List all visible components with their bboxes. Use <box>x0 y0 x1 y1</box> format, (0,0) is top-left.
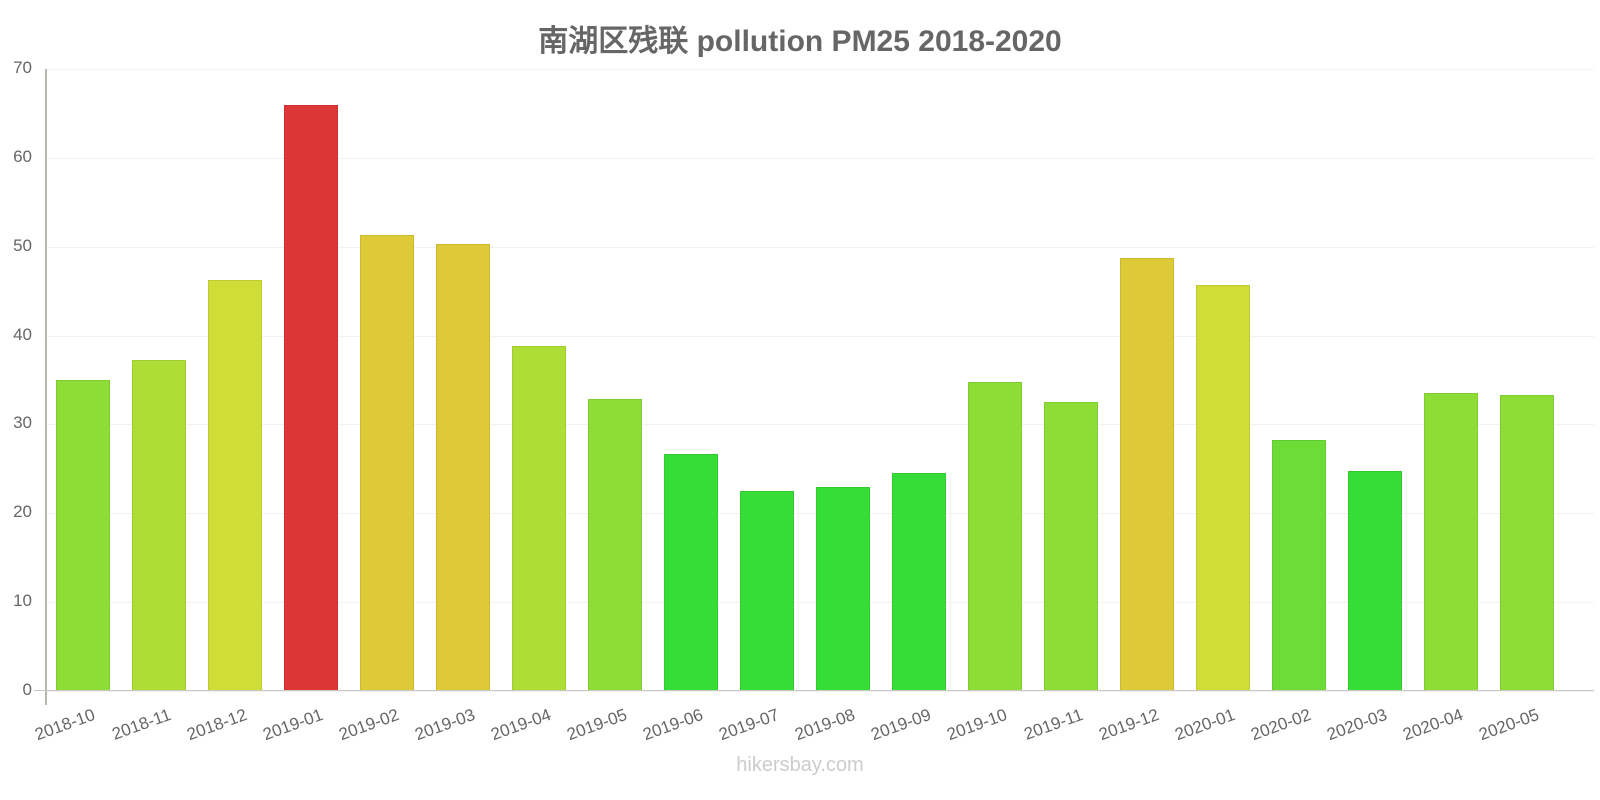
gridline <box>46 157 1594 159</box>
bar-2019-06[interactable] <box>664 453 718 691</box>
gridline <box>46 335 1594 337</box>
bar-2019-12[interactable] <box>1120 258 1174 691</box>
y-axis-line <box>45 69 47 705</box>
bar-2019-10[interactable] <box>968 381 1022 691</box>
bar-2020-04[interactable] <box>1424 393 1478 691</box>
y-tick-label: 20 <box>13 502 32 522</box>
y-tick-label: 40 <box>13 324 32 344</box>
bar-2020-01[interactable] <box>1196 284 1250 691</box>
bar-2019-11[interactable] <box>1044 402 1098 691</box>
y-tick-label: 0 <box>22 680 32 699</box>
bar-2019-03[interactable] <box>436 244 490 691</box>
bar-2019-01[interactable] <box>284 105 338 691</box>
chart-title: 南湖区残联 pollution PM25 2018-2020 <box>538 25 1062 58</box>
y-tick-label: 10 <box>13 591 32 611</box>
y-tick-label: 30 <box>13 413 32 433</box>
bar-2020-02[interactable] <box>1272 440 1326 691</box>
x-axis-line <box>34 690 1594 691</box>
bar-2019-08[interactable] <box>816 486 870 691</box>
y-tick-label: 50 <box>13 235 32 255</box>
gridline <box>46 691 1594 692</box>
watermark: hikersbay.com <box>736 754 864 776</box>
bar-2019-02[interactable] <box>360 235 414 691</box>
bar-2020-03[interactable] <box>1348 470 1402 691</box>
y-tick-label: 70 <box>13 58 32 77</box>
gridline <box>46 424 1594 426</box>
gridline <box>46 69 1594 70</box>
bar-2019-07[interactable] <box>740 491 794 691</box>
y-tick-label: 60 <box>13 146 32 166</box>
bar-2019-05[interactable] <box>588 398 642 691</box>
bar-2019-09[interactable] <box>892 473 946 691</box>
gridline <box>46 246 1594 248</box>
plot-area <box>46 69 1594 692</box>
bar-2018-10[interactable] <box>56 380 110 691</box>
bar-2019-04[interactable] <box>512 346 566 691</box>
bar-2020-05[interactable] <box>1500 395 1554 691</box>
bar-2018-12[interactable] <box>208 279 262 691</box>
bar-2018-11[interactable] <box>132 360 186 691</box>
